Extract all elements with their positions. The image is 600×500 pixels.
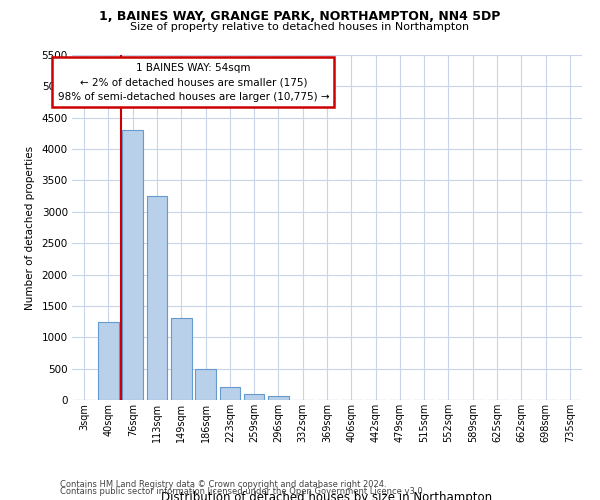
Y-axis label: Number of detached properties: Number of detached properties: [25, 146, 35, 310]
Text: 1 BAINES WAY: 54sqm
← 2% of detached houses are smaller (175)
98% of semi-detach: 1 BAINES WAY: 54sqm ← 2% of detached hou…: [58, 62, 329, 102]
Text: Contains HM Land Registry data © Crown copyright and database right 2024.: Contains HM Land Registry data © Crown c…: [60, 480, 386, 489]
Bar: [171, 318, 191, 400]
Bar: [122, 130, 143, 400]
Bar: [268, 396, 289, 400]
Bar: [195, 370, 216, 400]
Bar: [244, 394, 265, 400]
Text: Size of property relative to detached houses in Northampton: Size of property relative to detached ho…: [130, 22, 470, 32]
Text: Contains public sector information licensed under the Open Government Licence v3: Contains public sector information licen…: [60, 488, 425, 496]
Text: 1, BAINES WAY, GRANGE PARK, NORTHAMPTON, NN4 5DP: 1, BAINES WAY, GRANGE PARK, NORTHAMPTON,…: [100, 10, 500, 23]
Bar: [146, 196, 167, 400]
X-axis label: Distribution of detached houses by size in Northampton: Distribution of detached houses by size …: [161, 491, 493, 500]
Bar: [220, 388, 240, 400]
Bar: [98, 322, 119, 400]
